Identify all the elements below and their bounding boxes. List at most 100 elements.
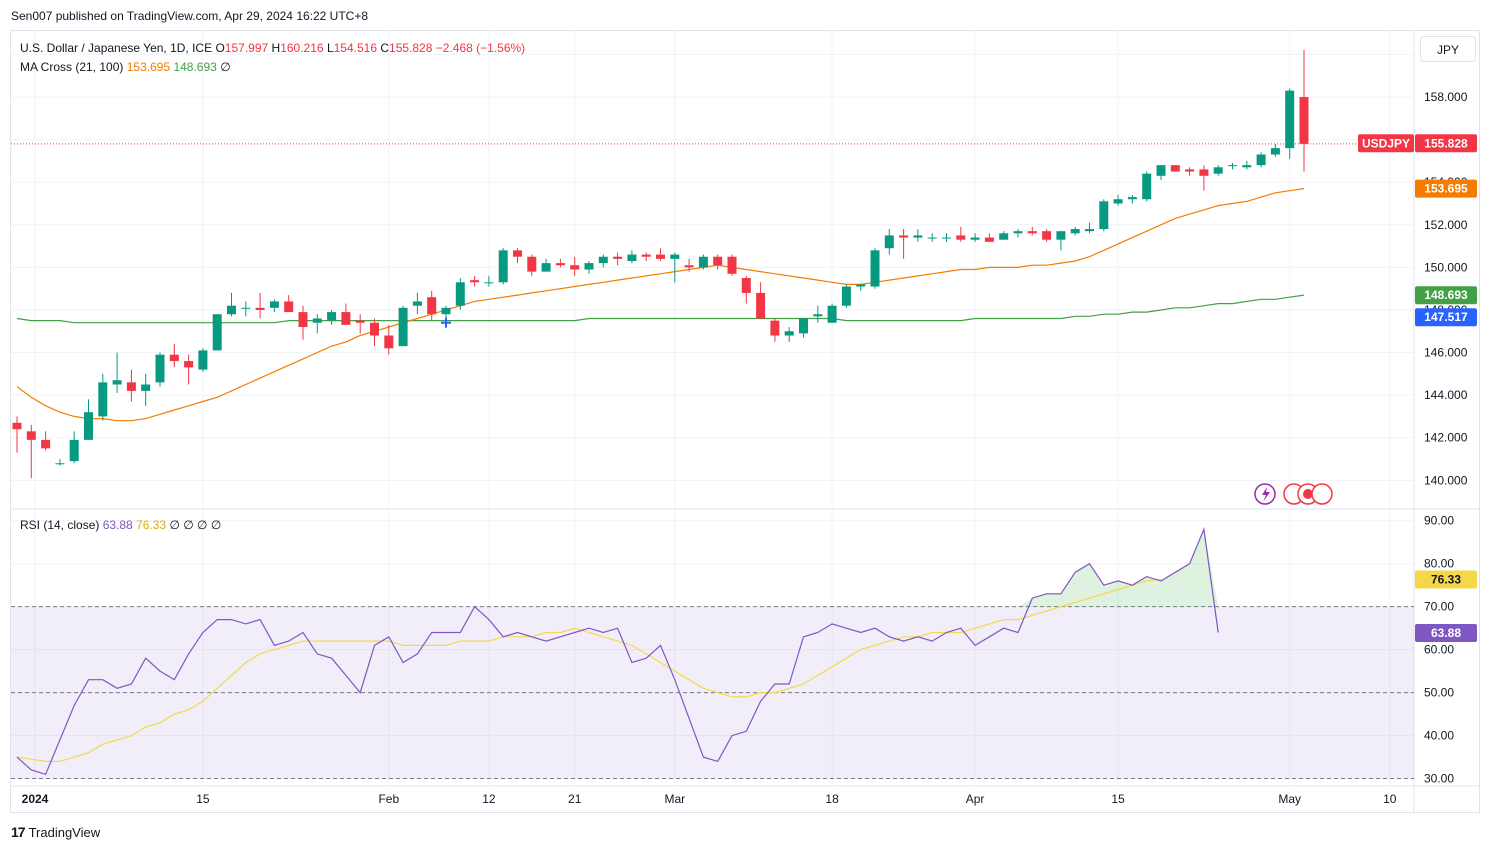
candle-body bbox=[312, 318, 322, 323]
currency-button[interactable]: JPY bbox=[1420, 36, 1476, 62]
candle-body bbox=[498, 250, 508, 283]
ma-slow-value: 148.693 bbox=[173, 60, 217, 74]
candle-body bbox=[427, 297, 437, 315]
us-flag-event-icon-2[interactable] bbox=[1311, 483, 1333, 505]
candle-body bbox=[470, 280, 480, 283]
candle-body bbox=[1213, 167, 1223, 174]
candle-body bbox=[227, 305, 236, 315]
candle-body bbox=[870, 250, 880, 287]
price-badges: USDJPY 155.828 153.695 148.693 147.517 76.33 6… bbox=[441, 134, 1477, 642]
price-tick-label: 140.000 bbox=[1424, 473, 1468, 487]
ma-extra-value: ∅ bbox=[220, 60, 231, 74]
ma-cross-row[interactable]: MA Cross (21, 100) 153.695 148.693 ∅ bbox=[20, 58, 525, 77]
rsi-badge-1-tag bbox=[1415, 623, 1477, 642]
candle-body bbox=[212, 314, 222, 351]
ma-badge-2-text: 147.517 bbox=[1424, 310, 1468, 324]
candle-body bbox=[527, 256, 537, 272]
candle-body bbox=[84, 412, 93, 440]
ma-slow-line bbox=[16, 294, 1305, 324]
tradingview-logo[interactable]: 17 TradingView bbox=[11, 824, 100, 840]
candle-body bbox=[541, 263, 551, 272]
candle-body bbox=[1013, 231, 1023, 234]
candle-body bbox=[756, 292, 766, 319]
candle-body bbox=[727, 256, 737, 274]
candle-body bbox=[198, 350, 208, 370]
time-tick-label: 12 bbox=[482, 792, 496, 806]
candle-body bbox=[269, 301, 279, 308]
candle-body bbox=[169, 354, 179, 362]
candle-body bbox=[1099, 201, 1109, 230]
candle-body bbox=[26, 431, 36, 440]
candle-body bbox=[1170, 165, 1180, 172]
last-price-tag bbox=[1415, 134, 1477, 153]
candle-body bbox=[1199, 169, 1209, 176]
rsi-tick-label: 60.00 bbox=[1424, 643, 1454, 657]
candle-body bbox=[412, 301, 422, 306]
high-label: H bbox=[271, 41, 281, 55]
close-value: 155.828 bbox=[389, 41, 433, 55]
candle-body bbox=[155, 354, 165, 383]
ma-badge-0-tag bbox=[1415, 179, 1477, 198]
candle-body bbox=[184, 361, 194, 368]
time-tick-label: Feb bbox=[378, 792, 399, 806]
candle-body bbox=[441, 307, 451, 315]
change-value: −2.468 (−1.56%) bbox=[435, 41, 526, 55]
candle-body bbox=[956, 235, 966, 240]
candle-body bbox=[1285, 90, 1295, 149]
candle-body bbox=[298, 312, 308, 327]
time-tick-label: 21 bbox=[568, 792, 582, 806]
candle-body bbox=[370, 322, 379, 336]
candle-body bbox=[713, 256, 723, 266]
publication-caption: Sen007 published on TradingView.com, Apr… bbox=[11, 9, 369, 23]
candle-body bbox=[1056, 231, 1066, 240]
candle-body bbox=[670, 254, 680, 259]
rsi-badge-0-tag bbox=[1415, 570, 1477, 589]
ohlc-row: U.S. Dollar / Japanese Yen, 1D, ICE O157… bbox=[20, 39, 525, 58]
chart-legend: U.S. Dollar / Japanese Yen, 1D, ICE O157… bbox=[20, 39, 525, 77]
price-tick-label: 146.000 bbox=[1424, 346, 1468, 360]
candle-body bbox=[841, 286, 851, 306]
rsi-badge-0-text: 76.33 bbox=[1431, 572, 1461, 586]
rsi-ma-value: 76.33 bbox=[136, 518, 167, 532]
ma-fast-value: 153.695 bbox=[126, 60, 171, 74]
candle-body bbox=[355, 320, 365, 323]
candle-body bbox=[341, 312, 351, 325]
price-tick-label: 152.000 bbox=[1424, 218, 1468, 232]
ma-fast-line bbox=[16, 188, 1305, 422]
candle-body bbox=[69, 439, 79, 462]
low-value: 154.516 bbox=[333, 41, 378, 55]
low-label: L bbox=[326, 41, 334, 55]
rsi-value: 63.88 bbox=[102, 518, 133, 532]
price-tick-label: 144.000 bbox=[1424, 388, 1468, 402]
candle-body bbox=[1085, 229, 1094, 232]
candle-body bbox=[899, 235, 909, 238]
candle-body bbox=[999, 233, 1009, 240]
rsi-ma-line bbox=[16, 578, 1162, 763]
candle-body bbox=[613, 256, 623, 259]
candle-body bbox=[570, 265, 580, 270]
candle-body bbox=[484, 282, 494, 284]
rsi-overbought-fill bbox=[17, 529, 1219, 607]
rsi-line bbox=[16, 527, 1219, 776]
candle-body bbox=[1242, 165, 1252, 168]
tradingview-logo-icon: 17 bbox=[11, 824, 26, 840]
time-tick-label: May bbox=[1278, 792, 1301, 806]
candle-body bbox=[1270, 148, 1280, 155]
japan-flag-dot-icon bbox=[1303, 489, 1313, 499]
rsi-tick-label: 90.00 bbox=[1424, 514, 1454, 528]
candle-body bbox=[1185, 169, 1195, 172]
price-tick-label: 142.000 bbox=[1424, 431, 1468, 445]
rsi-tick-label: 40.00 bbox=[1424, 729, 1454, 743]
candle-body bbox=[327, 312, 337, 321]
candle-body bbox=[112, 380, 122, 385]
candle-body bbox=[970, 237, 980, 240]
time-tick-label: 15 bbox=[1111, 792, 1125, 806]
last-price-symbol-tag bbox=[1358, 134, 1414, 153]
candle-body bbox=[784, 331, 794, 336]
open-label: O bbox=[215, 41, 225, 55]
time-tick-label: 2024 bbox=[22, 792, 49, 806]
rsi-legend[interactable]: RSI (14, close) 63.88 76.33 ∅ ∅ ∅ ∅ bbox=[20, 518, 221, 532]
candle-body bbox=[255, 307, 265, 310]
open-value: 157.997 bbox=[224, 41, 269, 55]
